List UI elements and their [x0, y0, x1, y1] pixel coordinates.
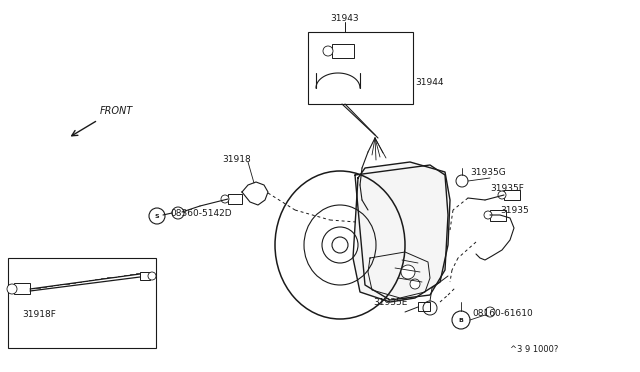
Circle shape: [498, 191, 506, 199]
Text: 31918F: 31918F: [22, 310, 56, 319]
Bar: [308, 32, 413, 104]
Text: S: S: [155, 214, 159, 218]
Bar: [228, 194, 242, 204]
Text: 31935F: 31935F: [490, 183, 524, 192]
Text: 31944: 31944: [415, 78, 444, 87]
Bar: [332, 44, 354, 58]
Circle shape: [401, 265, 415, 279]
Circle shape: [149, 208, 165, 224]
Circle shape: [332, 237, 348, 253]
Circle shape: [172, 207, 184, 219]
Circle shape: [484, 211, 492, 219]
Circle shape: [322, 227, 358, 263]
Circle shape: [148, 272, 156, 280]
Polygon shape: [353, 162, 450, 302]
Bar: [14, 283, 30, 294]
Circle shape: [452, 311, 470, 329]
Circle shape: [456, 175, 468, 187]
Circle shape: [410, 279, 420, 289]
Circle shape: [423, 301, 437, 315]
Circle shape: [221, 195, 229, 203]
Text: 31918: 31918: [222, 155, 251, 164]
Bar: [490, 210, 506, 221]
Bar: [418, 302, 430, 311]
Bar: [8, 258, 156, 348]
Text: 08360-5142D: 08360-5142D: [170, 208, 232, 218]
Text: ^3 9 1000?: ^3 9 1000?: [510, 345, 558, 354]
Text: B: B: [459, 317, 463, 323]
Bar: [504, 190, 520, 200]
Text: 31935G: 31935G: [470, 167, 506, 176]
Text: 31935: 31935: [500, 205, 529, 215]
Circle shape: [485, 307, 495, 317]
Text: 08160-61610: 08160-61610: [472, 310, 532, 318]
Circle shape: [7, 284, 17, 294]
Bar: [140, 272, 150, 280]
Text: 31935E: 31935E: [373, 298, 407, 307]
Text: 31943: 31943: [331, 14, 359, 23]
Text: FRONT: FRONT: [100, 106, 133, 116]
Circle shape: [323, 46, 333, 56]
